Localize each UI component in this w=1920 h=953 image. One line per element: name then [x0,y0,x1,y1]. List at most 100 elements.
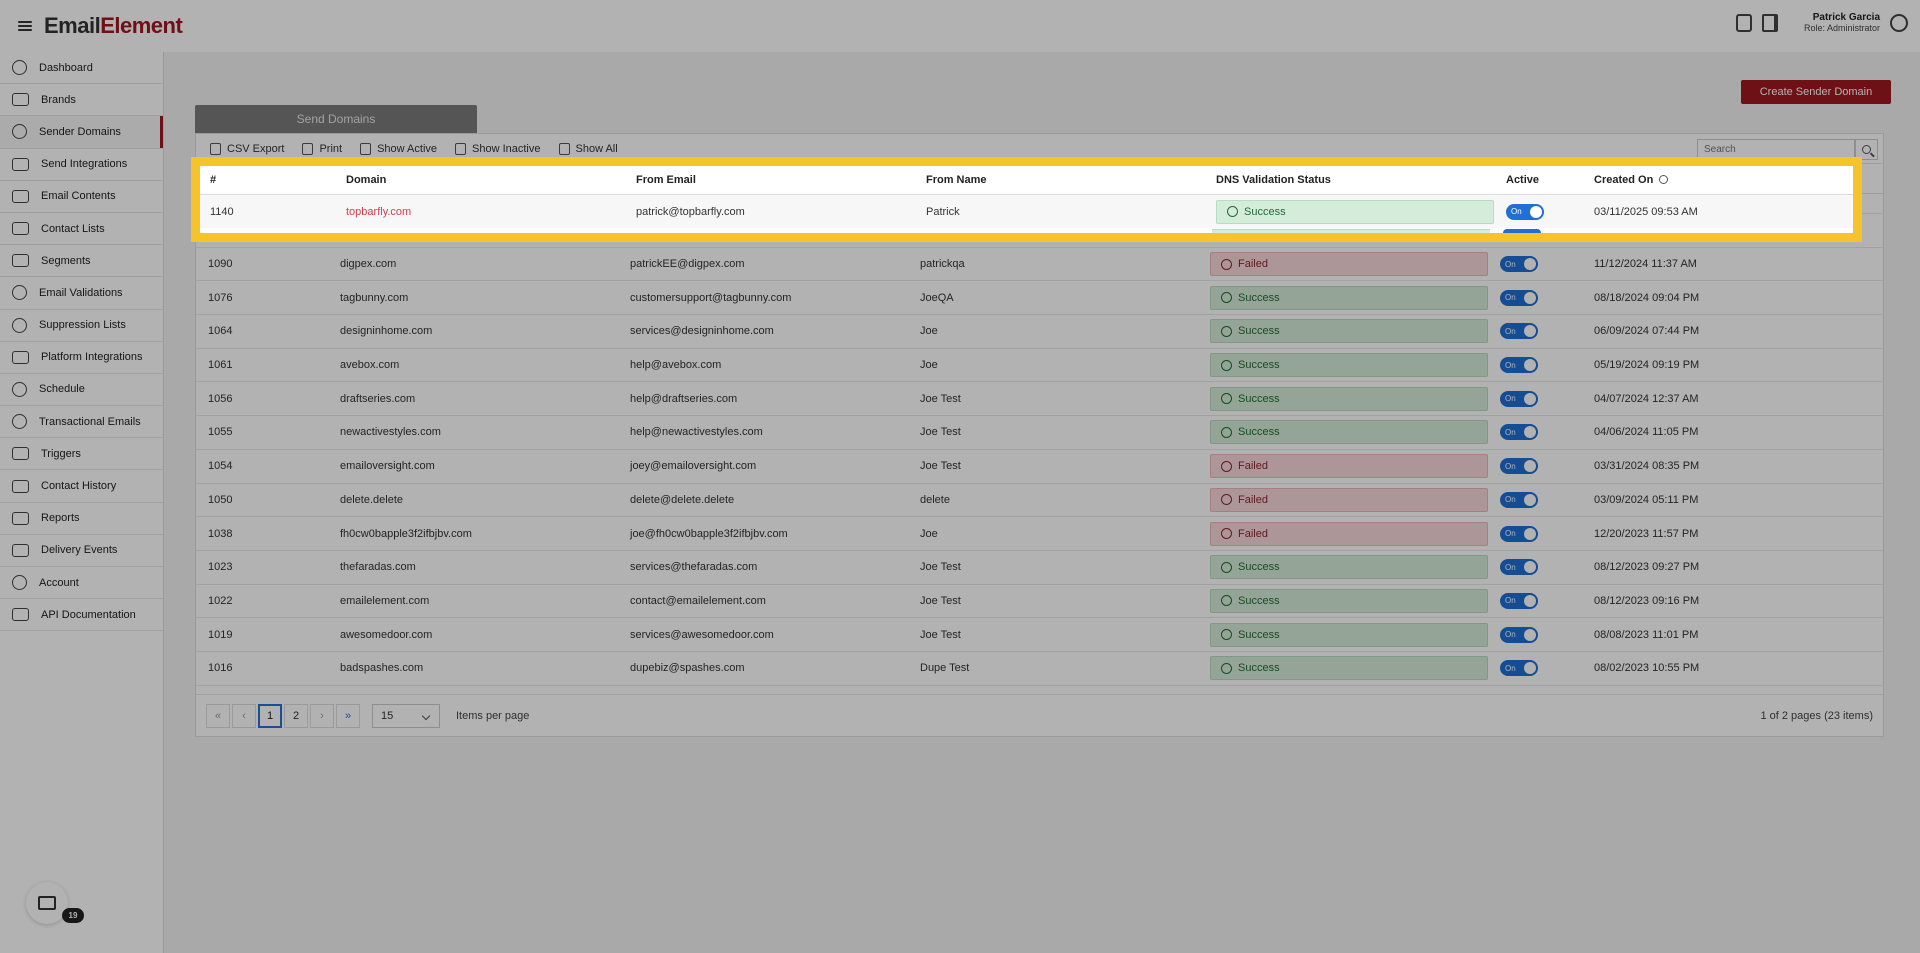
domain-link[interactable]: badspashes.com [340,662,424,675]
cell-domain[interactable]: newactivestyles.com [340,426,630,438]
spotlight-column-header-2[interactable]: From Email [636,174,696,186]
spotlight-column-header-4[interactable]: DNS Validation Status [1216,174,1331,186]
table-row[interactable]: 1050 delete.delete delete@delete.delete del… [196,484,1883,518]
domain-link[interactable]: designinhome.com [340,325,433,338]
cell-domain[interactable]: delete.delete [340,494,630,506]
sidebar-item-triggers[interactable]: Triggers [0,438,163,471]
table-row[interactable]: 1023 thefaradas.com services@thefaradas.co… [196,551,1883,585]
active-toggle[interactable]: On [1500,660,1538,677]
table-row[interactable]: 1090 digpex.com patrickEE@digpex.com patric… [196,248,1883,282]
show-inactive-button[interactable]: Show Inactive [455,142,541,155]
active-toggle[interactable]: On [1506,203,1544,220]
domain-link[interactable]: thefaradas.com [340,561,416,574]
domain-link[interactable]: emailoversight.com [340,460,435,473]
cell-domain[interactable]: draftseries.com [340,393,630,405]
print-button[interactable]: Print [302,142,342,155]
active-toggle[interactable]: On [1500,357,1538,374]
table-row[interactable]: 1038 fh0cw0bapple3f2ifbjbv.com joe@fh0cw0b… [196,517,1883,551]
sidebar-item-sender-domains[interactable]: Sender Domains [0,116,163,149]
page-1-button[interactable]: 1 [258,703,282,728]
cell-domain[interactable]: thefaradas.com [340,561,630,573]
active-toggle[interactable]: On [1500,458,1538,475]
domain-link[interactable]: digpex.com [340,258,397,271]
sidebar-item-segments[interactable]: Segments [0,245,163,278]
logout-icon[interactable] [1761,14,1778,32]
cell-domain[interactable]: fh0cw0bapple3f2ifbjbv.com [340,528,630,540]
domain-link[interactable]: awesomedoor.com [340,628,433,641]
cell-domain[interactable]: avebox.com [340,359,630,371]
tab-send-domains[interactable]: Send Domains [195,105,477,133]
cell-domain[interactable]: designinhome.com [340,325,630,337]
cell-domain[interactable]: awesomedoor.com [340,629,630,641]
spotlight-column-header-1[interactable]: Domain [346,174,387,186]
active-toggle[interactable]: On [1500,626,1538,643]
user-avatar-icon[interactable] [1890,14,1908,32]
cell-domain[interactable]: badspashes.com [340,662,630,674]
cell-domain[interactable]: emailelement.com [340,595,630,607]
table-row[interactable]: 1054 emailoversight.com joey@emailoversigh… [196,450,1883,484]
table-row[interactable]: 1055 newactivestyles.com help@newactivesty… [196,416,1883,450]
table-row[interactable]: 1016 badspashes.com dupebiz@spashes.com Dup… [196,652,1883,686]
domain-link[interactable]: fh0cw0bapple3f2ifbjbv.com [340,527,472,540]
cell-domain[interactable]: emailoversight.com [340,460,630,472]
prev-page-button[interactable]: ‹ [232,703,256,728]
next-page-button[interactable]: › [310,703,334,728]
last-page-button[interactable]: » [336,703,360,728]
notification-button[interactable]: 19 [26,882,84,924]
domain-link[interactable]: tagbunny.com [340,291,409,304]
active-toggle[interactable]: On [1500,491,1538,508]
spotlight-column-header-0[interactable]: # [210,174,217,186]
mobile-icon[interactable] [1735,14,1752,32]
sidebar-item-schedule[interactable]: Schedule [0,374,163,407]
active-toggle[interactable]: On [1500,592,1538,609]
domain-link[interactable]: avebox.com [340,359,400,372]
search-input[interactable] [1697,139,1855,160]
sidebar-item-contact-lists[interactable]: Contact Lists [0,213,163,246]
cell-domain[interactable]: topbarfly.com [346,206,636,218]
menu-icon[interactable] [18,21,32,31]
sidebar-item-dashboard[interactable]: Dashboard [0,52,163,85]
app-logo[interactable]: EmailElement [44,13,183,38]
table-row-highlighted[interactable]: 1140 topbarfly.com patrick@topbarfly.com… [200,195,1853,228]
show-all-button[interactable]: Show All [558,142,618,155]
domain-link[interactable]: draftseries.com [340,392,416,405]
spotlight-column-header-5[interactable]: Active [1506,174,1540,186]
show-active-button[interactable]: Show Active [360,142,437,155]
table-row[interactable]: 1061 avebox.com help@avebox.com Joe Success O… [196,349,1883,383]
csv-export-button[interactable]: CSV Export [210,142,284,155]
items-per-page-select[interactable]: 15 [372,703,440,728]
sidebar-item-email-contents[interactable]: Email Contents [0,181,163,213]
active-toggle[interactable]: On [1500,390,1538,407]
spotlight-column-header-6[interactable]: Created On [1594,174,1853,186]
active-toggle[interactable]: On [1500,289,1538,306]
create-sender-domain-button[interactable]: Create Sender Domain [1741,80,1891,104]
sidebar-item-api-documentation[interactable]: API Documentation [0,599,163,632]
active-toggle[interactable]: On [1500,323,1538,340]
table-row[interactable]: 1022 emailelement.com contact@emailelement… [196,585,1883,619]
table-row[interactable]: 1019 awesomedoor.com services@awesomedoor.… [196,618,1883,652]
domain-link[interactable]: topbarfly.com [346,205,412,218]
page-2-button[interactable]: 2 [284,703,308,728]
table-row[interactable]: 1064 designinhome.com services@designinhom… [196,315,1883,349]
sidebar-item-account[interactable]: Account [0,567,163,600]
active-toggle[interactable]: On [1500,424,1538,441]
sidebar-item-delivery-events[interactable]: Delivery Events [0,535,163,567]
sidebar-item-brands[interactable]: Brands [0,84,163,117]
first-page-button[interactable]: « [206,703,230,728]
domain-link[interactable]: emailelement.com [340,594,430,607]
sidebar-item-platform-integrations[interactable]: Platform Integrations [0,342,163,374]
sidebar-item-send-integrations[interactable]: Send Integrations [0,149,163,181]
search-button[interactable] [1855,139,1878,160]
sidebar-item-email-validations[interactable]: Email Validations [0,277,163,310]
sidebar-item-transactional-emails[interactable]: Transactional Emails [0,406,163,439]
sidebar-item-suppression-lists[interactable]: Suppression Lists [0,310,163,342]
domain-link[interactable]: delete.delete [340,493,403,506]
active-toggle[interactable]: On [1500,256,1538,273]
table-row[interactable]: 1076 tagbunny.com customersupport@tagbunny… [196,281,1883,316]
sidebar-item-reports[interactable]: Reports [0,503,163,535]
table-row[interactable]: 1056 draftseries.com help@draftseries.com J… [196,382,1883,417]
spotlight-column-header-3[interactable]: From Name [926,174,987,186]
cell-domain[interactable]: digpex.com [340,258,630,270]
sidebar-item-contact-history[interactable]: Contact History [0,470,163,503]
cell-domain[interactable]: tagbunny.com [340,292,630,304]
